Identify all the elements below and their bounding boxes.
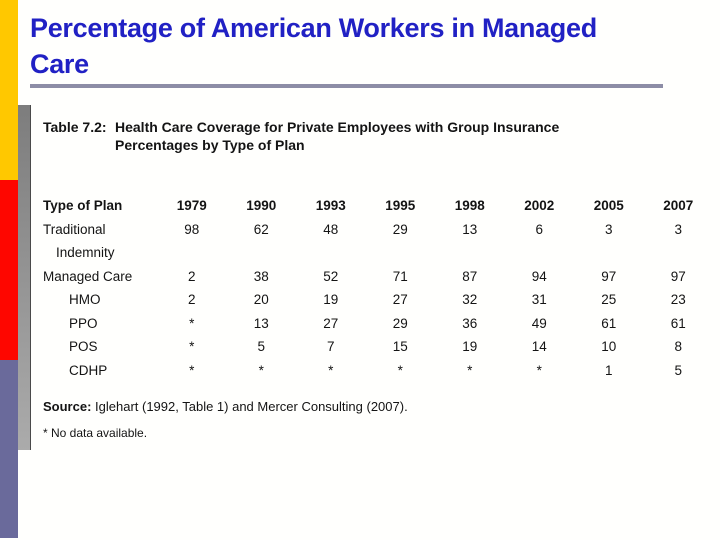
table-cell: 38 [253, 268, 269, 284]
table-cell: 87 [462, 268, 478, 284]
table-cell: 61 [601, 315, 617, 331]
table-cell: 5 [674, 362, 682, 378]
source-line: Source: Iglehart (1992, Table 1) and Mer… [43, 399, 720, 414]
row-label: PPO [69, 315, 98, 331]
table-cell: * [189, 362, 195, 378]
row-label: HMO [69, 292, 101, 308]
table-cell: 15 [392, 339, 408, 355]
table-row: HMO 2 20 19 27 32 31 25 23 [43, 288, 720, 312]
slide-title: Percentage of American Workers in Manage… [30, 13, 597, 79]
table-cell: * [258, 362, 264, 378]
edge-bar-red [0, 180, 18, 360]
row-label: Indemnity [56, 245, 115, 261]
table-cell: 97 [670, 268, 686, 284]
edge-bar-yellow [0, 0, 18, 180]
table-cell: 62 [253, 221, 269, 237]
column-header-year: 2007 [663, 198, 694, 214]
table-cell: 71 [392, 268, 408, 284]
table-cell: * [189, 339, 195, 355]
title-underline [30, 84, 663, 88]
table-cell: 29 [392, 221, 408, 237]
table-cell: 49 [531, 315, 547, 331]
figure-caption-line2: Percentages by Type of Plan [115, 137, 305, 153]
table-row: Indemnity [43, 241, 720, 265]
coverage-table: Type of Plan 1979 1990 1993 1995 1998 2002 2005… [31, 194, 720, 382]
figure-caption: Table 7.2: Health Care Coverage for Priv… [43, 118, 720, 154]
table-cell: 13 [253, 315, 269, 331]
table-cell: 6 [535, 221, 543, 237]
table-cell: 25 [601, 292, 617, 308]
figure-caption-line1: Health Care Coverage for Private Employe… [115, 119, 560, 135]
table-cell: 13 [462, 221, 478, 237]
figure-shadow [18, 105, 31, 450]
table-cell: 52 [323, 268, 339, 284]
table-cell: 61 [670, 315, 686, 331]
table-cell: * [536, 362, 542, 378]
table-cell: * [397, 362, 403, 378]
row-label: Traditional [43, 221, 106, 237]
table-cell: * [189, 315, 195, 331]
table-cell: * [467, 362, 473, 378]
table-header-row: Type of Plan 1979 1990 1993 1995 1998 2002 2005… [43, 194, 720, 218]
column-header-year: 1990 [246, 198, 277, 214]
table-row: PPO * 13 27 29 36 49 61 61 [43, 312, 720, 336]
table-cell: 94 [531, 268, 547, 284]
table-cell: 3 [674, 221, 682, 237]
table-cell: * [328, 362, 334, 378]
table-cell: 29 [392, 315, 408, 331]
row-label: POS [69, 339, 98, 355]
table-cell: 14 [531, 339, 547, 355]
table-cell: 1 [604, 362, 613, 378]
figure-label: Table 7.2: [43, 119, 107, 135]
table-cell: 5 [257, 339, 265, 355]
figure-caption-text: Health Care Coverage for Private Employe… [115, 118, 615, 154]
table-cell: 27 [392, 292, 408, 308]
table-cell: 7 [326, 339, 335, 355]
table-cell: 36 [462, 315, 478, 331]
edge-bar-purple [0, 360, 18, 538]
column-header-plan: Type of Plan [43, 198, 123, 214]
table-cell: 2 [187, 268, 196, 284]
table-cell: 23 [670, 292, 686, 308]
table-cell: 97 [601, 268, 617, 284]
column-header-year: 2005 [593, 198, 624, 214]
table-cell: 48 [323, 221, 339, 237]
table-cell: 31 [531, 292, 547, 308]
table-cell: 32 [462, 292, 478, 308]
table-row: POS * 5 7 15 19 14 10 8 [43, 335, 720, 359]
table-cell: 19 [323, 292, 339, 308]
column-header-year: 1979 [176, 198, 207, 214]
table-row: CDHP * * * * * * 1 5 [43, 359, 720, 383]
column-header-year: 1995 [385, 198, 416, 214]
source-text: Iglehart (1992, Table 1) and Mercer Cons… [91, 399, 408, 414]
row-label: CDHP [69, 362, 108, 378]
table-cell: 19 [462, 339, 478, 355]
table-cell: 27 [323, 315, 339, 331]
table-figure: Table 7.2: Health Care Coverage for Priv… [31, 105, 720, 455]
table-cell: 20 [253, 292, 269, 308]
column-header-year: 2002 [524, 198, 555, 214]
table-row: Managed Care 2 38 52 71 87 94 97 97 [43, 265, 720, 289]
table-cell: 2 [187, 292, 196, 308]
row-label: Managed Care [43, 268, 133, 284]
table-cell: 3 [604, 221, 613, 237]
table-cell: 98 [184, 221, 200, 237]
column-header-year: 1998 [454, 198, 485, 214]
column-header-year: 1993 [315, 198, 346, 214]
table-cell: 10 [601, 339, 617, 355]
table-cell: 8 [674, 339, 682, 355]
footnote: * No data available. [43, 426, 148, 440]
table-row: Traditional 98 62 48 29 13 6 3 3 [43, 218, 720, 242]
source-label: Source: [43, 399, 92, 414]
